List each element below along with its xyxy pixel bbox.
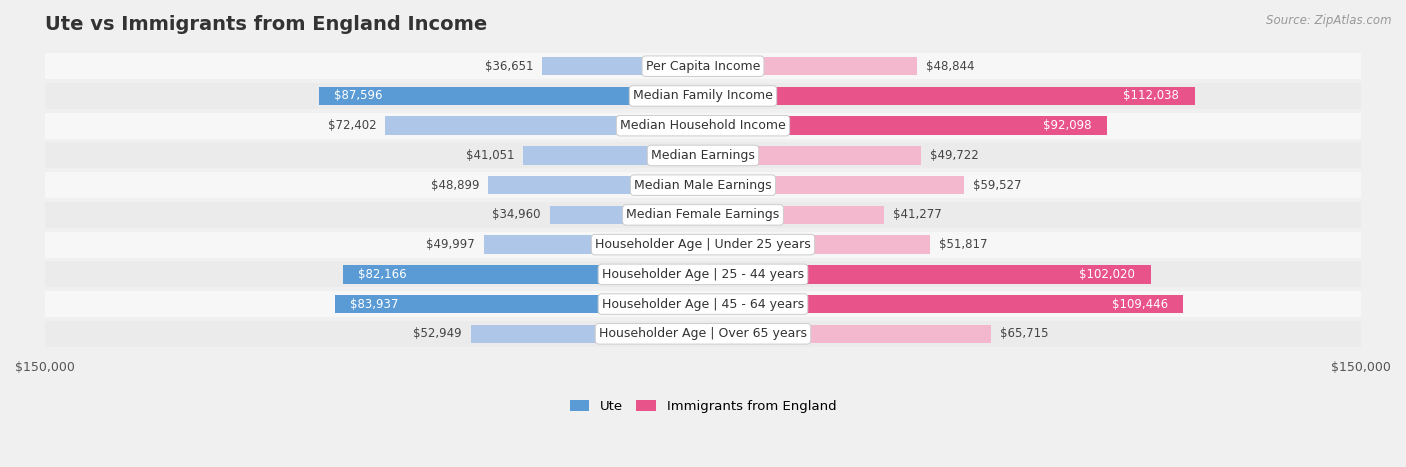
Text: $49,997: $49,997	[426, 238, 475, 251]
Bar	[703, 176, 965, 194]
Bar	[703, 265, 1150, 283]
Text: $41,051: $41,051	[465, 149, 515, 162]
Bar	[523, 146, 703, 165]
Text: $72,402: $72,402	[328, 119, 377, 132]
Text: Householder Age | Over 65 years: Householder Age | Over 65 years	[599, 327, 807, 340]
Bar	[319, 87, 703, 105]
Text: $92,098: $92,098	[1043, 119, 1091, 132]
Text: Per Capita Income: Per Capita Income	[645, 60, 761, 73]
Bar	[343, 265, 703, 283]
Text: $59,527: $59,527	[973, 179, 1021, 191]
Text: Median Female Earnings: Median Female Earnings	[627, 208, 779, 221]
Bar	[45, 321, 1361, 347]
Bar	[45, 113, 1361, 139]
Bar	[550, 205, 703, 224]
Text: $65,715: $65,715	[1000, 327, 1049, 340]
Text: $102,020: $102,020	[1080, 268, 1135, 281]
Text: Median Household Income: Median Household Income	[620, 119, 786, 132]
Bar	[335, 295, 703, 313]
Bar	[703, 205, 884, 224]
Bar	[703, 87, 1195, 105]
Bar	[703, 235, 931, 254]
Text: $48,899: $48,899	[432, 179, 479, 191]
Text: $49,722: $49,722	[929, 149, 979, 162]
Bar	[45, 261, 1361, 288]
Text: $34,960: $34,960	[492, 208, 541, 221]
Text: Householder Age | 25 - 44 years: Householder Age | 25 - 44 years	[602, 268, 804, 281]
Text: $52,949: $52,949	[413, 327, 463, 340]
Bar	[703, 295, 1182, 313]
Bar	[45, 83, 1361, 109]
Bar	[45, 142, 1361, 169]
Text: $51,817: $51,817	[939, 238, 987, 251]
Bar	[45, 53, 1361, 79]
Bar	[45, 172, 1361, 198]
Text: $36,651: $36,651	[485, 60, 533, 73]
Text: Median Family Income: Median Family Income	[633, 89, 773, 102]
Text: $82,166: $82,166	[359, 268, 406, 281]
Text: $83,937: $83,937	[350, 297, 398, 311]
Bar	[471, 325, 703, 343]
Bar	[703, 146, 921, 165]
Text: Median Earnings: Median Earnings	[651, 149, 755, 162]
Text: Ute vs Immigrants from England Income: Ute vs Immigrants from England Income	[45, 15, 488, 34]
Text: $109,446: $109,446	[1112, 297, 1168, 311]
Bar	[703, 57, 917, 75]
Bar	[703, 325, 991, 343]
Bar	[484, 235, 703, 254]
Text: Median Male Earnings: Median Male Earnings	[634, 179, 772, 191]
Text: $87,596: $87,596	[335, 89, 382, 102]
Bar	[488, 176, 703, 194]
Text: $48,844: $48,844	[927, 60, 974, 73]
Text: $112,038: $112,038	[1123, 89, 1180, 102]
Legend: Ute, Immigrants from England: Ute, Immigrants from England	[564, 394, 842, 418]
Text: Householder Age | Under 25 years: Householder Age | Under 25 years	[595, 238, 811, 251]
Bar	[703, 116, 1107, 135]
Bar	[543, 57, 703, 75]
Text: Householder Age | 45 - 64 years: Householder Age | 45 - 64 years	[602, 297, 804, 311]
Bar	[45, 202, 1361, 228]
Bar	[385, 116, 703, 135]
Text: Source: ZipAtlas.com: Source: ZipAtlas.com	[1267, 14, 1392, 27]
Bar	[45, 232, 1361, 258]
Text: $41,277: $41,277	[893, 208, 942, 221]
Bar	[45, 291, 1361, 317]
